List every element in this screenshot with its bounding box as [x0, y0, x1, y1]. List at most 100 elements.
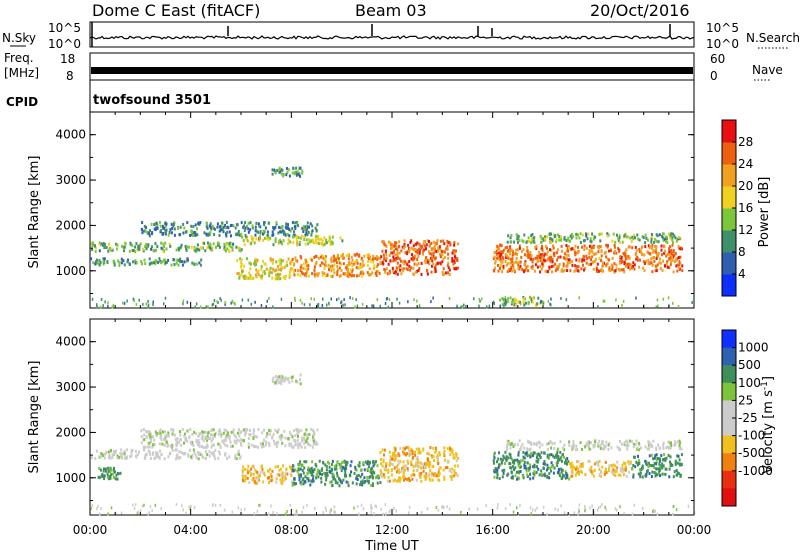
- echo-cell: [360, 503, 363, 507]
- echo-cell: [258, 474, 261, 477]
- echo-cell: [410, 447, 413, 451]
- echo-cell: [286, 510, 288, 513]
- echo-cell: [236, 258, 239, 262]
- echo-cell: [228, 230, 231, 234]
- echo-cell: [194, 233, 197, 237]
- echo-cell: [437, 508, 440, 512]
- echo-cell: [449, 449, 452, 452]
- echo-cell: [515, 248, 518, 252]
- echo-cell: [399, 447, 402, 450]
- echo-cell: [546, 453, 549, 457]
- echo-cell: [551, 441, 554, 445]
- echo-cell: [271, 469, 274, 473]
- echo-cell: [398, 251, 401, 255]
- echo-cell: [214, 457, 217, 461]
- echo-cell: [253, 479, 256, 483]
- echo-cell: [272, 378, 275, 382]
- echo-cell: [301, 171, 304, 175]
- echo-cell: [622, 299, 625, 303]
- echo-cell: [232, 242, 235, 246]
- echo-cell: [266, 432, 269, 436]
- echo-cell: [90, 506, 92, 510]
- echo-cell: [204, 456, 207, 460]
- echo-cell: [216, 241, 219, 245]
- echo-cell: [425, 256, 428, 259]
- echo-cell: [160, 453, 163, 457]
- echo-cell: [426, 239, 429, 243]
- echo-cell: [357, 473, 360, 477]
- echo-cell: [340, 469, 343, 473]
- echo-cell: [244, 467, 246, 471]
- echo-cell: [149, 440, 152, 444]
- echo-cell: [285, 226, 288, 230]
- echo-cell: [271, 233, 274, 237]
- echo-cell: [422, 469, 425, 473]
- echo-cell: [509, 236, 512, 240]
- echo-cell: [322, 243, 325, 247]
- echo-cell: [237, 246, 240, 250]
- echo-cell: [251, 226, 254, 230]
- echo-cell: [155, 434, 158, 438]
- colorbar-segment: [722, 365, 736, 384]
- echo-cell: [437, 246, 440, 250]
- echo-cell: [593, 259, 596, 263]
- echo-cell: [182, 452, 185, 456]
- echo-cell: [373, 512, 375, 515]
- echo-cell: [175, 457, 178, 461]
- echo-cell: [277, 428, 280, 432]
- echo-cell: [617, 236, 620, 240]
- echo-cell: [366, 467, 369, 471]
- echo-cell: [669, 441, 672, 445]
- echo-cell: [113, 469, 116, 473]
- echo-cell: [358, 274, 361, 278]
- echo-cell: [460, 510, 462, 514]
- echo-cell: [501, 250, 503, 254]
- echo-cell: [184, 452, 187, 456]
- echo-cell: [446, 505, 448, 508]
- echo-cell: [637, 472, 640, 476]
- echo-cell: [414, 453, 417, 457]
- echo-cell: [196, 233, 199, 237]
- echo-cell: [148, 430, 151, 434]
- echo-cell: [668, 467, 671, 471]
- echo-cell: [536, 441, 539, 445]
- echo-cell: [345, 266, 348, 270]
- echo-cell: [413, 298, 415, 302]
- freq-trace: [91, 67, 693, 74]
- echo-cell: [652, 457, 655, 461]
- echo-cell: [132, 260, 135, 264]
- echo-cell: [261, 431, 264, 435]
- echo-cell: [443, 446, 446, 450]
- echo-cell: [158, 257, 161, 261]
- echo-cell: [601, 465, 604, 469]
- echo-cell: [432, 472, 435, 476]
- colorbar-segment: [722, 470, 736, 489]
- echo-cell: [590, 441, 592, 445]
- echo-cell: [537, 467, 540, 471]
- echo-cell: [265, 267, 268, 271]
- echo-cell: [309, 467, 312, 471]
- echo-cell: [370, 510, 373, 514]
- echo-cell: [145, 243, 147, 247]
- echo-cell: [147, 512, 150, 516]
- echo-cell: [193, 231, 196, 234]
- echo-cell: [309, 471, 312, 474]
- echo-cell: [230, 234, 232, 238]
- echo-cell: [119, 471, 122, 475]
- echo-cell: [657, 240, 660, 244]
- echo-cell: [114, 477, 117, 481]
- echo-cell: [563, 252, 566, 256]
- echo-cell: [642, 260, 645, 264]
- echo-cell: [555, 462, 558, 465]
- echo-cell: [303, 432, 306, 436]
- echo-cell: [178, 248, 181, 252]
- echo-cell: [317, 305, 320, 309]
- echo-cell: [548, 456, 550, 460]
- echo-cell: [418, 267, 421, 270]
- echo-cell: [658, 446, 661, 450]
- echo-cell: [227, 431, 229, 435]
- echo-cell: [615, 263, 618, 267]
- echo-cell: [331, 475, 334, 479]
- echo-cell: [341, 255, 344, 259]
- echo-cell: [494, 259, 497, 263]
